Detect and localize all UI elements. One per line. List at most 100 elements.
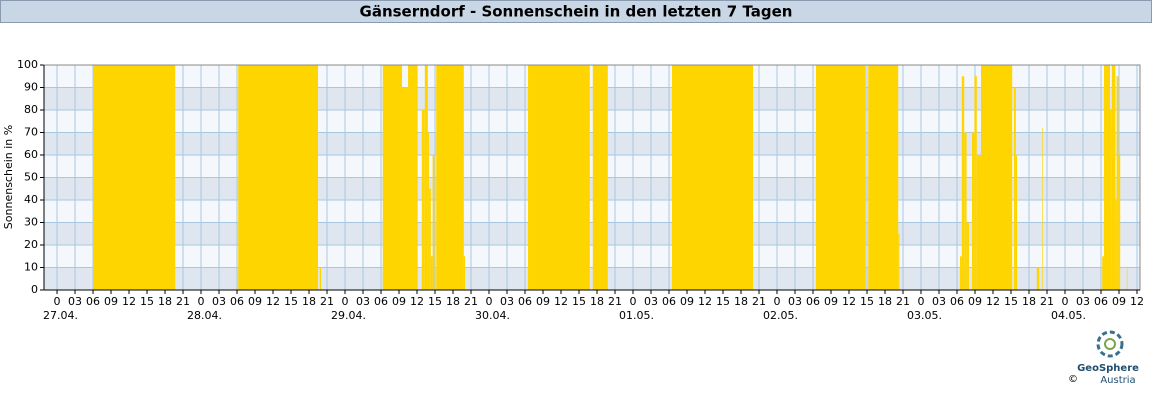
x-tick-label: 15 — [1004, 295, 1018, 308]
y-tick-label: 40 — [24, 193, 38, 206]
sunshine-bar — [382, 65, 403, 290]
sunshine-bar — [868, 65, 899, 290]
x-tick-label: 18 — [1022, 295, 1036, 308]
y-tick-label: 20 — [24, 238, 38, 251]
x-tick-label: 12 — [842, 295, 856, 308]
sunshine-bar — [1116, 76, 1119, 290]
y-tick-label: 30 — [24, 216, 38, 229]
sunshine-bar — [961, 76, 965, 290]
x-tick-label: 03 — [932, 295, 946, 308]
x-tick-label: 15 — [140, 295, 154, 308]
x-tick-label: 03 — [68, 295, 82, 308]
sunshine-bar — [93, 65, 176, 290]
sunshine-bar — [1014, 87, 1016, 290]
x-tick-label: 15 — [428, 295, 442, 308]
logo-mark — [1104, 338, 1116, 350]
sunshine-bar — [1102, 256, 1105, 290]
x-tick-label: 0 — [342, 295, 349, 308]
x-tick-label: 09 — [104, 295, 118, 308]
sunshine-bar — [1118, 155, 1121, 290]
date-label: 04.05. — [1051, 309, 1086, 322]
sunshine-bar — [816, 65, 866, 290]
sunshine-bar — [1104, 65, 1111, 290]
x-tick-label: 12 — [266, 295, 280, 308]
x-tick-label: 12 — [986, 295, 1000, 308]
x-tick-label: 09 — [1112, 295, 1126, 308]
x-tick-label: 09 — [392, 295, 406, 308]
sunshine-bar — [974, 76, 977, 290]
logo-name: GeoSphere — [1077, 363, 1139, 374]
x-tick-label: 03 — [212, 295, 226, 308]
x-tick-label: 06 — [518, 295, 532, 308]
date-label: 27.04. — [43, 309, 78, 322]
sunshine-bar — [319, 267, 322, 290]
x-tick-label: 0 — [54, 295, 61, 308]
y-tick-label: 70 — [24, 126, 38, 139]
x-tick-label: 12 — [554, 295, 568, 308]
sunshine-bar — [964, 132, 967, 290]
sunshine-bar — [463, 256, 466, 290]
x-tick-label: 18 — [734, 295, 748, 308]
x-tick-label: 09 — [536, 295, 550, 308]
sunshine-bar — [430, 256, 433, 290]
y-tick-label: 0 — [31, 283, 38, 296]
sunshine-bar — [1126, 267, 1128, 290]
y-tick-label: 90 — [24, 81, 38, 94]
x-tick-label: 09 — [248, 295, 262, 308]
copyright: © — [1068, 374, 1078, 385]
sunshine-bar — [672, 65, 754, 290]
x-tick-label: 15 — [284, 295, 298, 308]
sunshine-bar — [436, 65, 464, 290]
date-label: 28.04. — [187, 309, 222, 322]
date-label: 29.04. — [331, 309, 366, 322]
x-tick-label: 18 — [590, 295, 604, 308]
y-tick-label: 10 — [24, 261, 38, 274]
x-tick-label: 18 — [878, 295, 892, 308]
sunshine-bar — [976, 155, 982, 290]
x-tick-label: 09 — [824, 295, 838, 308]
y-tick-label: 50 — [24, 171, 38, 184]
x-tick-label: 06 — [86, 295, 100, 308]
x-tick-label: 06 — [230, 295, 244, 308]
sunshine-bar — [1042, 128, 1043, 290]
x-tick-label: 15 — [572, 295, 586, 308]
x-tick-label: 12 — [122, 295, 136, 308]
x-tick-label: 0 — [918, 295, 925, 308]
sunshine-bar — [402, 87, 409, 290]
sunshine-bar — [528, 65, 590, 290]
x-tick-label: 03 — [1076, 295, 1090, 308]
x-tick-label: 21 — [320, 295, 334, 308]
logo: GeoSphere Austria © — [1068, 330, 1139, 386]
sunshine-bar — [238, 65, 319, 290]
x-tick-label: 09 — [968, 295, 982, 308]
date-label: 30.04. — [475, 309, 510, 322]
sunshine-bar — [1111, 65, 1116, 290]
x-tick-label: 09 — [680, 295, 694, 308]
x-tick-label: 15 — [860, 295, 874, 308]
sunshine-bar — [972, 132, 975, 290]
sunshine-bar — [1110, 110, 1112, 290]
plot — [44, 64, 1140, 291]
x-tick-label: 0 — [1062, 295, 1069, 308]
y-tick-label: 60 — [24, 148, 38, 161]
x-tick-label: 21 — [608, 295, 622, 308]
x-tick-label: 21 — [464, 295, 478, 308]
sunshine-bar — [898, 233, 900, 290]
sunshine-bar — [966, 222, 970, 290]
sunshine-bar — [1115, 200, 1117, 290]
x-tick-label: 0 — [630, 295, 637, 308]
x-tick-label: 06 — [1094, 295, 1108, 308]
x-tick-label: 21 — [752, 295, 766, 308]
x-tick-label: 12 — [1130, 295, 1144, 308]
sunshine-bar — [592, 65, 608, 290]
y-axis-label: Sonnenschein in % — [2, 125, 15, 229]
x-tick-label: 03 — [356, 295, 370, 308]
x-tick-label: 06 — [662, 295, 676, 308]
sunshine-bar — [427, 132, 430, 290]
x-tick-label: 15 — [716, 295, 730, 308]
date-label: 01.05. — [619, 309, 654, 322]
x-tick-label: 03 — [644, 295, 658, 308]
x-tick-label: 06 — [950, 295, 964, 308]
x-tick-label: 06 — [374, 295, 388, 308]
